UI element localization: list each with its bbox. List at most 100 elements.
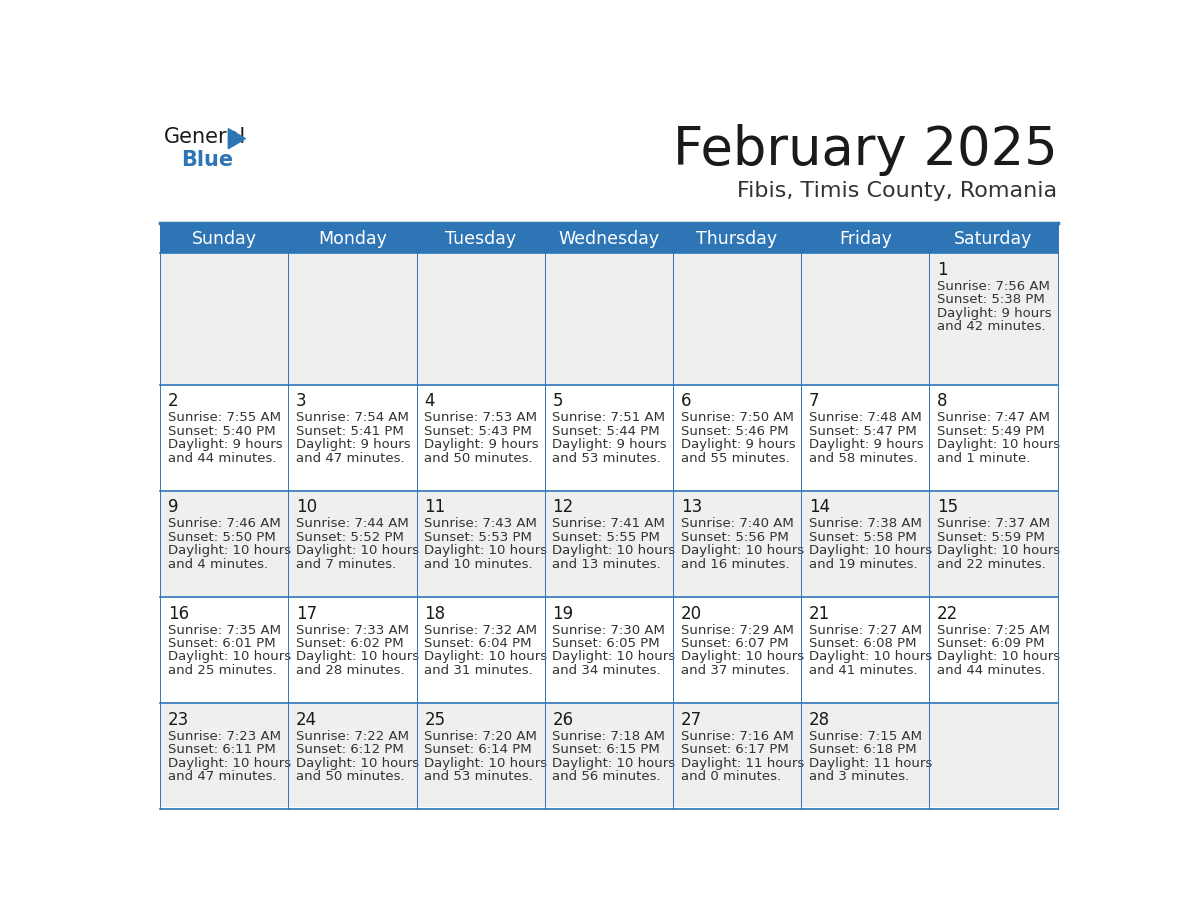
Text: and 42 minutes.: and 42 minutes. bbox=[937, 320, 1045, 333]
Text: Sunrise: 7:46 AM: Sunrise: 7:46 AM bbox=[168, 518, 280, 531]
Text: 28: 28 bbox=[809, 711, 830, 729]
Text: and 47 minutes.: and 47 minutes. bbox=[168, 770, 277, 783]
Text: Sunset: 5:47 PM: Sunset: 5:47 PM bbox=[809, 425, 917, 438]
Text: 3: 3 bbox=[296, 392, 307, 410]
Text: 1: 1 bbox=[937, 261, 948, 279]
Text: and 13 minutes.: and 13 minutes. bbox=[552, 558, 662, 571]
Text: and 3 minutes.: and 3 minutes. bbox=[809, 770, 909, 783]
Text: Sunset: 6:11 PM: Sunset: 6:11 PM bbox=[168, 744, 276, 756]
Text: 17: 17 bbox=[296, 605, 317, 622]
Text: Sunset: 6:07 PM: Sunset: 6:07 PM bbox=[681, 637, 789, 650]
Text: and 55 minutes.: and 55 minutes. bbox=[681, 452, 790, 465]
Text: Daylight: 10 hours: Daylight: 10 hours bbox=[296, 651, 419, 664]
Text: 20: 20 bbox=[681, 605, 702, 622]
Text: Daylight: 10 hours: Daylight: 10 hours bbox=[552, 651, 676, 664]
Text: 21: 21 bbox=[809, 605, 830, 622]
Text: and 44 minutes.: and 44 minutes. bbox=[937, 664, 1045, 677]
Text: 8: 8 bbox=[937, 392, 948, 410]
Text: Daylight: 9 hours: Daylight: 9 hours bbox=[424, 438, 539, 451]
Text: and 53 minutes.: and 53 minutes. bbox=[552, 452, 662, 465]
Bar bbox=[160, 597, 1057, 703]
Text: Daylight: 10 hours: Daylight: 10 hours bbox=[168, 756, 291, 769]
Text: Sunrise: 7:40 AM: Sunrise: 7:40 AM bbox=[681, 518, 794, 531]
Text: and 44 minutes.: and 44 minutes. bbox=[168, 452, 277, 465]
Text: and 47 minutes.: and 47 minutes. bbox=[296, 452, 405, 465]
Text: Sunset: 5:49 PM: Sunset: 5:49 PM bbox=[937, 425, 1044, 438]
Text: Sunset: 5:44 PM: Sunset: 5:44 PM bbox=[552, 425, 661, 438]
Text: Sunset: 5:43 PM: Sunset: 5:43 PM bbox=[424, 425, 532, 438]
Text: Sunset: 6:18 PM: Sunset: 6:18 PM bbox=[809, 744, 916, 756]
Text: Sunset: 6:08 PM: Sunset: 6:08 PM bbox=[809, 637, 916, 650]
Text: 4: 4 bbox=[424, 392, 435, 410]
Text: Daylight: 10 hours: Daylight: 10 hours bbox=[809, 651, 933, 664]
Text: 5: 5 bbox=[552, 392, 563, 410]
Text: Sunrise: 7:35 AM: Sunrise: 7:35 AM bbox=[168, 623, 280, 636]
Text: 24: 24 bbox=[296, 711, 317, 729]
Text: Daylight: 10 hours: Daylight: 10 hours bbox=[937, 544, 1060, 557]
Text: Sunset: 5:59 PM: Sunset: 5:59 PM bbox=[937, 531, 1045, 543]
Text: 19: 19 bbox=[552, 605, 574, 622]
Text: 10: 10 bbox=[296, 498, 317, 517]
Text: General: General bbox=[164, 127, 246, 147]
Text: Sunset: 5:46 PM: Sunset: 5:46 PM bbox=[681, 425, 789, 438]
Text: Sunset: 5:55 PM: Sunset: 5:55 PM bbox=[552, 531, 661, 543]
Text: Sunrise: 7:15 AM: Sunrise: 7:15 AM bbox=[809, 730, 922, 743]
Text: Tuesday: Tuesday bbox=[446, 230, 517, 248]
Text: Daylight: 10 hours: Daylight: 10 hours bbox=[809, 544, 933, 557]
Text: and 19 minutes.: and 19 minutes. bbox=[809, 558, 917, 571]
Text: and 53 minutes.: and 53 minutes. bbox=[424, 770, 533, 783]
Text: and 10 minutes.: and 10 minutes. bbox=[424, 558, 533, 571]
Text: Daylight: 11 hours: Daylight: 11 hours bbox=[681, 756, 804, 769]
Text: and 34 minutes.: and 34 minutes. bbox=[552, 664, 661, 677]
Text: and 37 minutes.: and 37 minutes. bbox=[681, 664, 790, 677]
Text: Sunrise: 7:56 AM: Sunrise: 7:56 AM bbox=[937, 280, 1050, 293]
Text: Fibis, Timis County, Romania: Fibis, Timis County, Romania bbox=[738, 181, 1057, 201]
Text: Sunrise: 7:53 AM: Sunrise: 7:53 AM bbox=[424, 411, 537, 424]
Text: Sunset: 5:53 PM: Sunset: 5:53 PM bbox=[424, 531, 532, 543]
Text: Sunset: 5:40 PM: Sunset: 5:40 PM bbox=[168, 425, 276, 438]
Text: Sunrise: 7:20 AM: Sunrise: 7:20 AM bbox=[424, 730, 537, 743]
Text: Sunrise: 7:43 AM: Sunrise: 7:43 AM bbox=[424, 518, 537, 531]
Text: 15: 15 bbox=[937, 498, 959, 517]
Text: and 58 minutes.: and 58 minutes. bbox=[809, 452, 917, 465]
Text: Daylight: 9 hours: Daylight: 9 hours bbox=[296, 438, 411, 451]
Bar bbox=[160, 491, 1057, 597]
Text: Sunrise: 7:23 AM: Sunrise: 7:23 AM bbox=[168, 730, 280, 743]
Text: Daylight: 10 hours: Daylight: 10 hours bbox=[168, 544, 291, 557]
Text: Daylight: 10 hours: Daylight: 10 hours bbox=[296, 544, 419, 557]
Text: and 31 minutes.: and 31 minutes. bbox=[424, 664, 533, 677]
Text: Daylight: 9 hours: Daylight: 9 hours bbox=[809, 438, 923, 451]
Text: 11: 11 bbox=[424, 498, 446, 517]
Text: Daylight: 10 hours: Daylight: 10 hours bbox=[552, 544, 676, 557]
Text: and 50 minutes.: and 50 minutes. bbox=[296, 770, 405, 783]
Text: Daylight: 9 hours: Daylight: 9 hours bbox=[937, 307, 1051, 319]
Text: Sunrise: 7:38 AM: Sunrise: 7:38 AM bbox=[809, 518, 922, 531]
Text: Daylight: 10 hours: Daylight: 10 hours bbox=[937, 438, 1060, 451]
Text: Sunset: 6:01 PM: Sunset: 6:01 PM bbox=[168, 637, 276, 650]
Text: Sunset: 5:41 PM: Sunset: 5:41 PM bbox=[296, 425, 404, 438]
Text: Sunrise: 7:22 AM: Sunrise: 7:22 AM bbox=[296, 730, 409, 743]
Text: 25: 25 bbox=[424, 711, 446, 729]
Text: Sunrise: 7:18 AM: Sunrise: 7:18 AM bbox=[552, 730, 665, 743]
Text: and 16 minutes.: and 16 minutes. bbox=[681, 558, 789, 571]
Text: and 25 minutes.: and 25 minutes. bbox=[168, 664, 277, 677]
Text: 13: 13 bbox=[681, 498, 702, 517]
Text: and 1 minute.: and 1 minute. bbox=[937, 452, 1030, 465]
Text: 6: 6 bbox=[681, 392, 691, 410]
Bar bbox=[160, 703, 1057, 807]
Text: Sunset: 5:38 PM: Sunset: 5:38 PM bbox=[937, 294, 1045, 307]
Text: Sunset: 5:50 PM: Sunset: 5:50 PM bbox=[168, 531, 276, 543]
Text: Daylight: 9 hours: Daylight: 9 hours bbox=[552, 438, 668, 451]
Text: Saturday: Saturday bbox=[954, 230, 1032, 248]
Bar bbox=[160, 253, 1057, 385]
Text: Sunset: 5:58 PM: Sunset: 5:58 PM bbox=[809, 531, 917, 543]
Text: Sunrise: 7:30 AM: Sunrise: 7:30 AM bbox=[552, 623, 665, 636]
Text: Daylight: 9 hours: Daylight: 9 hours bbox=[681, 438, 795, 451]
Text: Sunset: 6:04 PM: Sunset: 6:04 PM bbox=[424, 637, 532, 650]
Text: Sunrise: 7:16 AM: Sunrise: 7:16 AM bbox=[681, 730, 794, 743]
Text: Sunrise: 7:50 AM: Sunrise: 7:50 AM bbox=[681, 411, 794, 424]
Text: Sunrise: 7:48 AM: Sunrise: 7:48 AM bbox=[809, 411, 922, 424]
Text: Daylight: 10 hours: Daylight: 10 hours bbox=[681, 544, 804, 557]
Text: Sunrise: 7:37 AM: Sunrise: 7:37 AM bbox=[937, 518, 1050, 531]
Text: Sunset: 5:52 PM: Sunset: 5:52 PM bbox=[296, 531, 404, 543]
